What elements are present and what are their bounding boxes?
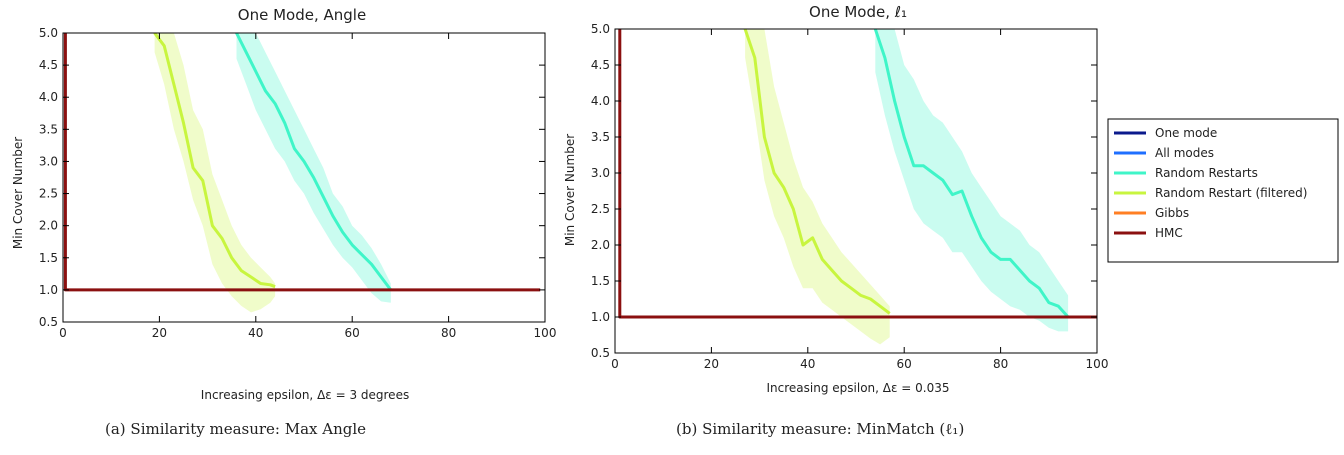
legend-label: Random Restarts [1155,166,1258,180]
x-tick-label: 60 [345,326,360,340]
series-band [154,33,276,313]
x-axis-label: Increasing epsilon, Δε = 0.035 [767,381,950,395]
y-tick-label: 2.5 [39,187,58,201]
y-tick-label: 1.0 [591,310,610,324]
x-tick-label: 40 [248,326,263,340]
y-tick-label: 1.5 [39,251,58,265]
y-tick-label: 3.5 [39,122,58,136]
x-tick-label: 60 [897,357,912,371]
chart-title: One Mode, Angle [238,6,366,24]
y-tick-label: 5.0 [591,22,610,36]
chart-panel-angle: One Mode, Angle Min Cover Number Increas… [11,6,556,402]
y-axis-label: Min Cover Number [11,137,25,249]
series-line [873,29,1070,319]
series-line [743,29,891,315]
chart-title: One Mode, ℓ₁ [809,3,907,21]
series-line [235,33,392,291]
y-tick-label: 3.5 [591,130,610,144]
x-tick-label: 0 [611,357,619,371]
legend-box [1107,118,1339,263]
y-tick-label: 4.5 [591,58,610,72]
y-tick-label: 4.5 [39,58,58,72]
caption-b: (b) Similarity measure: MinMatch (ℓ₁) [676,420,965,438]
y-tick-label: 2.5 [591,202,610,216]
legend-label: Gibbs [1155,206,1189,220]
y-tick-label: 3.0 [591,166,610,180]
plot-frame [62,32,546,323]
x-tick-label: 20 [704,357,719,371]
y-tick-label: 1.5 [591,274,610,288]
y-tick-label: 0.5 [39,315,58,329]
x-axis-label: Increasing epsilon, Δε = 3 degrees [201,388,409,402]
x-tick-label: 100 [534,326,557,340]
y-tick-label: 0.5 [591,346,610,360]
x-tick-label: 20 [152,326,167,340]
series-line [153,33,276,289]
x-tick-label: 80 [441,326,456,340]
x-tick-label: 0 [59,326,67,340]
legend-label: Random Restart (filtered) [1155,186,1307,200]
plot-frame [614,28,1098,354]
legend-label: HMC [1155,226,1183,240]
y-tick-label: 2.0 [39,219,58,233]
chart-panel-l1: One Mode, ℓ₁ Min Cover Number Increasing… [563,3,1108,395]
y-tick-label: 4.0 [591,94,610,108]
x-tick-label: 40 [800,357,815,371]
legend: One mode All modes Random Restarts Random R… [1107,118,1339,263]
legend-label: One mode [1155,126,1217,140]
y-tick-label: 3.0 [39,154,58,168]
legend-label: All modes [1155,146,1214,160]
caption-a: (a) Similarity measure: Max Angle [105,420,367,438]
x-tick-label: 100 [1086,357,1109,371]
series-band [875,29,1069,332]
y-tick-label: 5.0 [39,26,58,40]
x-tick-label: 80 [993,357,1008,371]
series-band [745,29,890,345]
y-tick-label: 2.0 [591,238,610,252]
y-tick-label: 1.0 [39,283,58,297]
y-tick-label: 4.0 [39,90,58,104]
y-axis-label: Min Cover Number [563,134,577,246]
series-band [236,33,391,303]
